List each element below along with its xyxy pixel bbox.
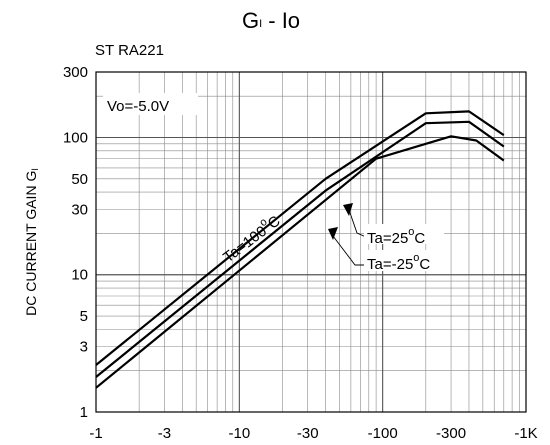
y-tick-label: 30 [71, 201, 88, 218]
x-tick-label: -100 [368, 425, 398, 442]
series-label-ta25: Ta=25oC [367, 226, 425, 247]
arrow-ta-25 [328, 227, 338, 240]
y-tick-label: 5 [80, 308, 88, 325]
minor-gridlines [96, 71, 526, 412]
x-tick-label: -30 [297, 425, 319, 442]
y-tick-label: 50 [71, 171, 88, 188]
y-tick-labels: 1 3 5 10 30 50 100 300 [63, 64, 88, 421]
chart-title: GI - Io [242, 8, 300, 33]
series-line-2 [95, 135, 505, 389]
x-tick-label: -3 [158, 425, 171, 442]
y-axis-title: DC CURRENT GAIN GI [23, 168, 40, 316]
y-tick-label: 10 [71, 267, 88, 284]
series-label-ta25-background [364, 224, 444, 244]
y-tick-label: 1 [80, 404, 88, 421]
x-tick-label: -1K [514, 425, 537, 442]
series-line-0 [95, 110, 505, 366]
series-line-1 [95, 120, 505, 378]
plot-frame [95, 71, 527, 413]
x-tick-label: -1 [89, 425, 102, 442]
arrow-ta25 [343, 203, 353, 216]
leader-ta-25 [332, 235, 365, 266]
series-label-ta100: Ta=100oC [218, 209, 284, 266]
x-tick-label: -300 [436, 425, 466, 442]
y-tick-label: 3 [80, 339, 88, 356]
x-tick-labels: -1 -3 -10 -30 -100 -300 -1K [89, 425, 537, 442]
x-tick-label: -10 [228, 425, 250, 442]
condition-label-background [103, 93, 198, 115]
series-label-ta-25-background [364, 250, 449, 271]
leader-ta25 [347, 206, 367, 238]
y-tick-label: 300 [63, 64, 88, 81]
series-label-ta-25: Ta=-25oC [367, 252, 430, 273]
device-label: ST RA221 [95, 42, 164, 59]
y-tick-label: 100 [63, 129, 88, 146]
condition-label: Vo=-5.0V [107, 98, 169, 115]
series-curves [95, 110, 505, 389]
